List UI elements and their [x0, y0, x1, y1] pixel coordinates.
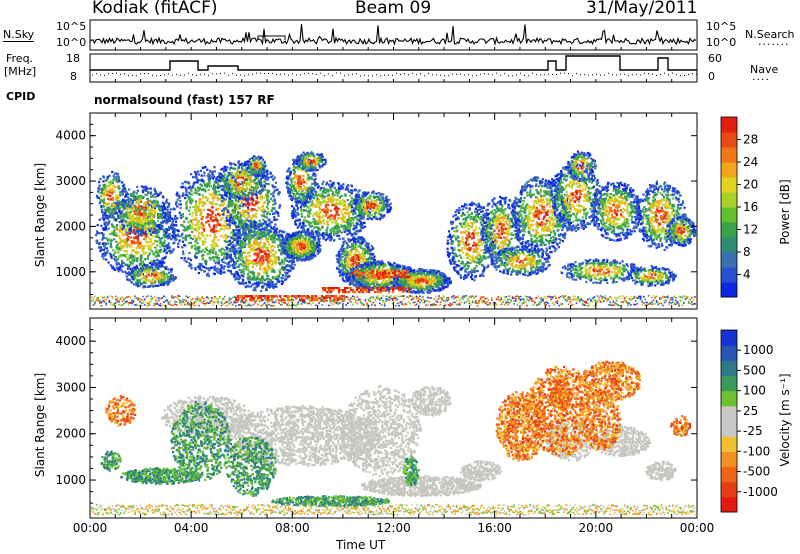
power-colorbar-tick-label: 16	[743, 200, 758, 214]
velocity-colorbar-tick-label: 25	[743, 404, 758, 418]
power-colorbar-swatch	[721, 177, 737, 193]
freq-label-line1: Freq.	[6, 52, 33, 65]
velocity-colorbar-swatch	[721, 497, 737, 513]
freq-tick-low: 8	[70, 70, 77, 83]
power-colorbar-swatch	[721, 252, 737, 268]
velocity-colorbar-tick-label: 500	[743, 363, 766, 377]
power-colorbar-tick-label: 8	[743, 245, 751, 259]
power-colorbar-swatch	[721, 147, 737, 163]
velocity-colorbar-tick-label: -100	[743, 444, 770, 458]
nsearch-legend-dots: ·······	[758, 38, 789, 51]
power-colorbar-tick-label: 24	[743, 155, 758, 169]
velocity-colorbar-swatch	[721, 436, 737, 452]
velocity-colorbar-swatch	[721, 406, 737, 422]
x-tick-label: 20:00	[579, 521, 614, 535]
freq-label-line2: [MHz]	[4, 65, 36, 78]
beam-title: Beam 09	[355, 0, 431, 18]
velocity-colorbar-label: Velocity [m s⁻¹]	[778, 373, 792, 466]
velocity-colorbar-tick-label: -25	[743, 424, 763, 438]
nave-tick-high: 60	[708, 52, 722, 65]
x-tick-label: 04:00	[174, 521, 209, 535]
nsky-label: N.Sky	[3, 28, 34, 42]
power-ytick-label: 4000	[55, 129, 86, 143]
freq-tick-high: 18	[66, 52, 80, 65]
nave-dots	[92, 73, 697, 76]
nave-legend-dots: ····	[752, 73, 770, 86]
power-colorbar-swatch	[721, 222, 737, 238]
x-tick-label: 16:00	[477, 521, 512, 535]
velocity-colorbar-swatch	[721, 421, 737, 437]
nave-tick-low: 0	[708, 70, 715, 83]
velocity-colorbar-swatch	[721, 345, 737, 361]
power-colorbar-swatch	[721, 192, 737, 208]
x-tick-label: 08:00	[275, 521, 310, 535]
power-colorbar-tick-label: 20	[743, 178, 758, 192]
velocity-ytick-label: 4000	[55, 334, 86, 348]
freq-strip-frame	[90, 54, 697, 82]
velocity-colorbar-swatch	[721, 451, 737, 467]
power-colorbar-swatch	[721, 282, 737, 298]
velocity-colorbar-swatch	[721, 467, 737, 483]
nsearch-tick-high: 10^5	[706, 20, 736, 33]
station-title: Kodiak (fitACF)	[92, 0, 218, 18]
cpid-program: normalsound (fast) 157 RF	[94, 93, 275, 107]
velocity-ytick-label: 3000	[55, 380, 86, 394]
power-colorbar-tick-label: 28	[743, 133, 758, 147]
cpid-label: CPID	[6, 90, 35, 103]
velocity-colorbar-swatch	[721, 391, 737, 407]
velocity-colorbar-tick-label: -500	[743, 465, 770, 479]
power-ytick-label: 3000	[55, 174, 86, 188]
power-colorbar-label: Power [dB]	[778, 179, 792, 244]
nsky-trace	[90, 24, 696, 44]
nsearch-tick-low: 10^0	[706, 36, 736, 49]
x-tick-label: 00:00	[680, 521, 715, 535]
power-colorbar-swatch	[721, 207, 737, 223]
power-ytick-label: 2000	[55, 219, 86, 233]
velocity-colorbar-tick-label: 100	[743, 384, 766, 398]
velocity-colorbar-swatch	[721, 482, 737, 498]
power-ytick-label: 1000	[55, 265, 86, 279]
velocity-colorbar-swatch	[721, 376, 737, 392]
nsky-tick-low: 10^0	[56, 36, 86, 49]
x-tick-label: 00:00	[73, 521, 108, 535]
velocity-colorbar-swatch	[721, 330, 737, 346]
velocity-ytick-label: 1000	[55, 473, 86, 487]
velocity-colorbar-swatch	[721, 360, 737, 376]
velocity-colorbar-tick-label: -1000	[743, 485, 778, 499]
power-ylabel: Slant Range [km]	[33, 163, 47, 267]
power-colorbar-tick-label: 12	[743, 223, 758, 237]
x-axis-label: Time UT	[336, 538, 385, 552]
velocity-ylabel: Slant Range [km]	[33, 373, 47, 477]
power-colorbar-tick-label: 4	[743, 268, 751, 282]
velocity-colorbar-tick-label: 1000	[743, 343, 774, 357]
power-colorbar-swatch	[721, 162, 737, 178]
power-colorbar-swatch	[721, 132, 737, 148]
power-colorbar-swatch	[721, 237, 737, 253]
velocity-ytick-label: 2000	[55, 427, 86, 441]
nsky-tick-high: 10^5	[56, 20, 86, 33]
power-colorbar-swatch	[721, 267, 737, 283]
freq-trace	[90, 56, 697, 70]
x-tick-label: 12:00	[376, 521, 411, 535]
nsky-strip-frame	[90, 20, 697, 50]
date-title: 31/May/2011	[586, 0, 698, 18]
power-colorbar-swatch	[721, 117, 737, 133]
